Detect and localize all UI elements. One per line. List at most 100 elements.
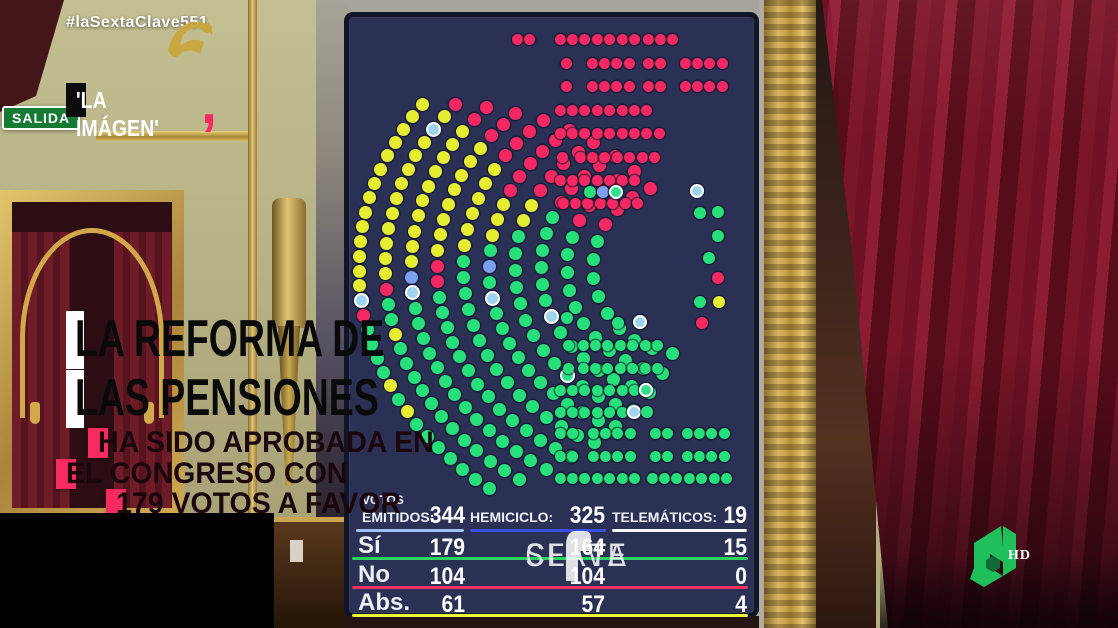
seat-dot [639, 383, 653, 397]
seat-dot [586, 80, 598, 92]
seat-dot [554, 406, 566, 418]
row-abs-label: Abs. [358, 589, 411, 616]
seat-dot [562, 339, 574, 351]
seat-dot [546, 211, 559, 225]
seat-dot [509, 106, 523, 120]
seat-dot [604, 33, 616, 45]
seat-dot [694, 207, 706, 219]
headline-line-1: LA REFORMA DE [66, 311, 384, 369]
seat-dot [526, 329, 540, 342]
seat-dot [577, 352, 591, 366]
seat-dot [352, 264, 366, 278]
seat-dot [483, 244, 497, 258]
seat-dot [525, 400, 539, 414]
seat-dot [654, 57, 666, 69]
seat-dot [426, 121, 442, 137]
seat-dot [511, 33, 523, 45]
seat-dot [649, 427, 661, 439]
seat-dot [397, 122, 411, 136]
seat-dot [556, 151, 568, 163]
seat-dot [554, 127, 566, 139]
seat-dot [611, 80, 623, 92]
seat-dot [587, 135, 601, 149]
seat-dot [623, 80, 635, 92]
subheadline-2: EL CONGRESO CON [56, 459, 347, 489]
seat-dot [568, 300, 582, 314]
seat-dot [471, 377, 485, 391]
seat-dot [458, 400, 472, 414]
row-si-total: 179 [429, 534, 465, 561]
seat-dot [597, 186, 609, 198]
seat-dot [591, 104, 603, 116]
seat-dot [624, 151, 636, 163]
hashtag: #laSextaClave551 [66, 14, 209, 31]
seat-dot [611, 57, 623, 69]
seat-dot [456, 125, 470, 138]
seat-dot [383, 379, 397, 393]
seat-dot [368, 176, 382, 190]
seat-dot [437, 213, 451, 226]
seat-dot [539, 294, 553, 308]
seat-dot [671, 472, 683, 484]
seat-dot [704, 80, 716, 92]
seat-dot [379, 282, 393, 296]
seat-dot [720, 472, 732, 484]
seat-dot [466, 318, 480, 332]
seat-dot [577, 362, 589, 374]
seat-dot [513, 297, 527, 311]
seat-dot [582, 197, 594, 209]
seat-dot [510, 136, 524, 150]
seat-dot [489, 307, 503, 321]
seat-dot [384, 312, 398, 326]
seat-dot [465, 207, 479, 221]
seat-dot [502, 336, 516, 350]
seat-dot [679, 80, 691, 92]
seat-dot [471, 191, 485, 205]
seat-dot [405, 285, 421, 301]
seat-dot [417, 331, 431, 345]
seat-dot [561, 312, 573, 324]
gold-tassel [30, 402, 40, 424]
gold-tassel [144, 402, 154, 424]
seat-dot [381, 297, 395, 311]
seat-dot [436, 306, 449, 319]
seat-dot [376, 365, 390, 379]
seat-dot [470, 412, 484, 426]
seat-dot [405, 239, 419, 253]
seat-dot [382, 221, 396, 235]
seat-dot [589, 362, 601, 374]
seat-dot [357, 308, 371, 322]
seat-dot [433, 228, 447, 242]
seat-dot [379, 236, 393, 250]
seat-dot [616, 384, 628, 396]
seat-dot [598, 57, 610, 69]
seat-dot [537, 114, 551, 128]
seat-dot [693, 450, 705, 462]
seat-dot [654, 33, 666, 45]
seat-dot [602, 339, 614, 351]
seat-dot [616, 174, 628, 186]
seat-dot [712, 272, 724, 284]
seat-dot [404, 255, 418, 269]
black-censor-box [0, 513, 274, 628]
seat-dot [604, 472, 616, 484]
seat-dot [619, 197, 631, 209]
seat-dot [482, 260, 496, 274]
seat-dot [554, 104, 566, 116]
seat-dot [453, 350, 467, 364]
seat-dot [461, 222, 475, 236]
seat-dot [486, 228, 500, 242]
seat-dot [579, 104, 591, 116]
seat-dot [648, 151, 660, 163]
seat-dot [533, 376, 547, 390]
seat-dot [572, 214, 586, 228]
row-abs-hemiciclo: 57 [581, 591, 605, 618]
seat-dot [560, 80, 572, 92]
seat-dot [536, 343, 550, 357]
seat-dot [587, 450, 599, 462]
seat-dot [481, 348, 494, 362]
seat-dot [696, 472, 708, 484]
seat-dot [519, 424, 533, 438]
seat-dot [587, 427, 599, 439]
